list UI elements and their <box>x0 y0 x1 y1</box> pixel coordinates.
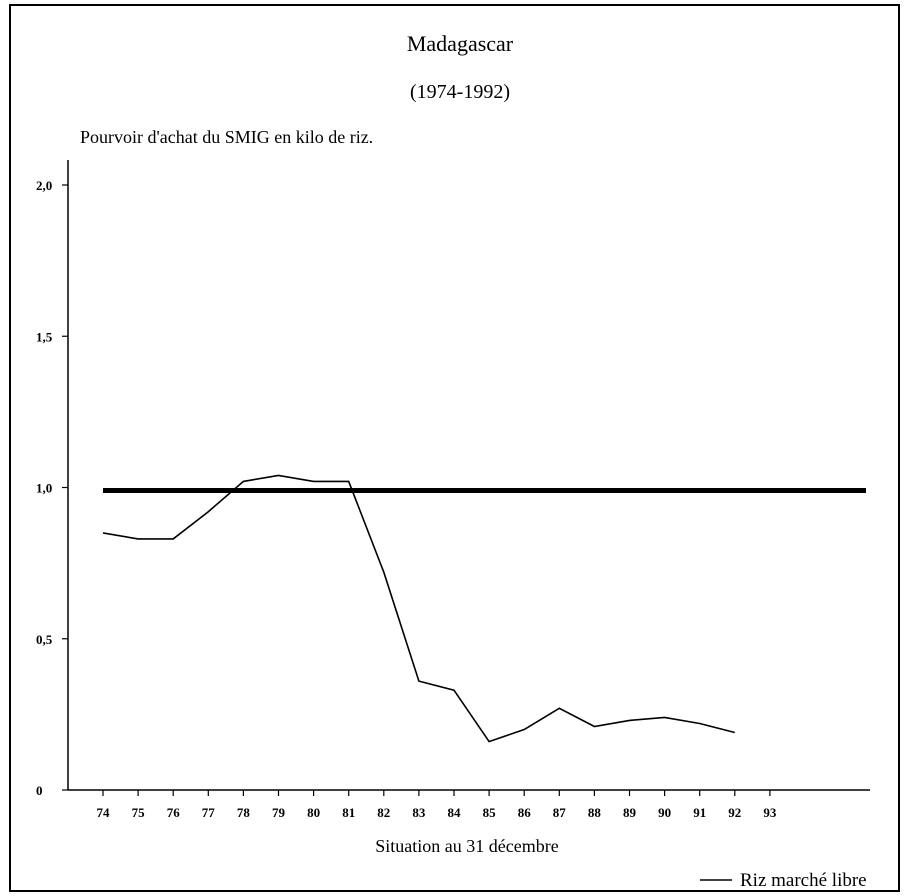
x-tick-label: 88 <box>588 805 602 820</box>
y-tick-label: 2,0 <box>36 178 52 193</box>
x-tick-label: 76 <box>167 805 181 820</box>
x-tick-label: 75 <box>132 805 146 820</box>
legend-label: Riz marché libre <box>740 870 867 891</box>
x-tick-label: 92 <box>728 805 741 820</box>
x-tick-label: 81 <box>342 805 355 820</box>
y-tick-label: 1,0 <box>36 481 52 496</box>
y-tick-label: 0 <box>36 783 43 798</box>
x-tick-label: 82 <box>377 805 390 820</box>
x-axis-title: Situation au 31 décembre <box>375 836 558 856</box>
y-tick-label: 0,5 <box>36 632 53 647</box>
x-tick-label: 89 <box>623 805 637 820</box>
x-tick-label: 78 <box>237 805 251 820</box>
y-axis-ticks: 0 0,5 1,0 1,5 2,0 <box>36 178 68 798</box>
series-line-riz-marche-libre <box>102 474 735 743</box>
chart-title: Madagascar <box>407 31 514 56</box>
chart-subtitle: (1974-1992) <box>410 81 510 103</box>
x-tick-label: 87 <box>553 805 567 820</box>
x-tick-label: 86 <box>518 805 532 820</box>
x-tick-label: 79 <box>272 805 286 820</box>
legend: Riz marché libre <box>700 870 867 891</box>
y-tick-label: 1,5 <box>36 329 53 344</box>
x-tick-label: 90 <box>658 805 671 820</box>
x-tick-label: 83 <box>412 805 426 820</box>
x-tick-label: 74 <box>97 805 111 820</box>
x-tick-label: 84 <box>448 805 462 820</box>
y-axis-title: Pourvoir d'achat du SMIG en kilo de riz. <box>80 127 373 147</box>
x-tick-label: 85 <box>483 805 497 820</box>
x-axis-ticks: 74 75 76 77 78 79 80 81 82 83 84 85 86 87 88 89 90 91 92 93 <box>97 790 777 820</box>
x-tick-label: 91 <box>693 805 706 820</box>
chart-frame <box>9 4 900 892</box>
x-tick-label: 77 <box>202 805 216 820</box>
x-tick-label: 93 <box>763 805 777 820</box>
x-tick-label: 80 <box>307 805 320 820</box>
